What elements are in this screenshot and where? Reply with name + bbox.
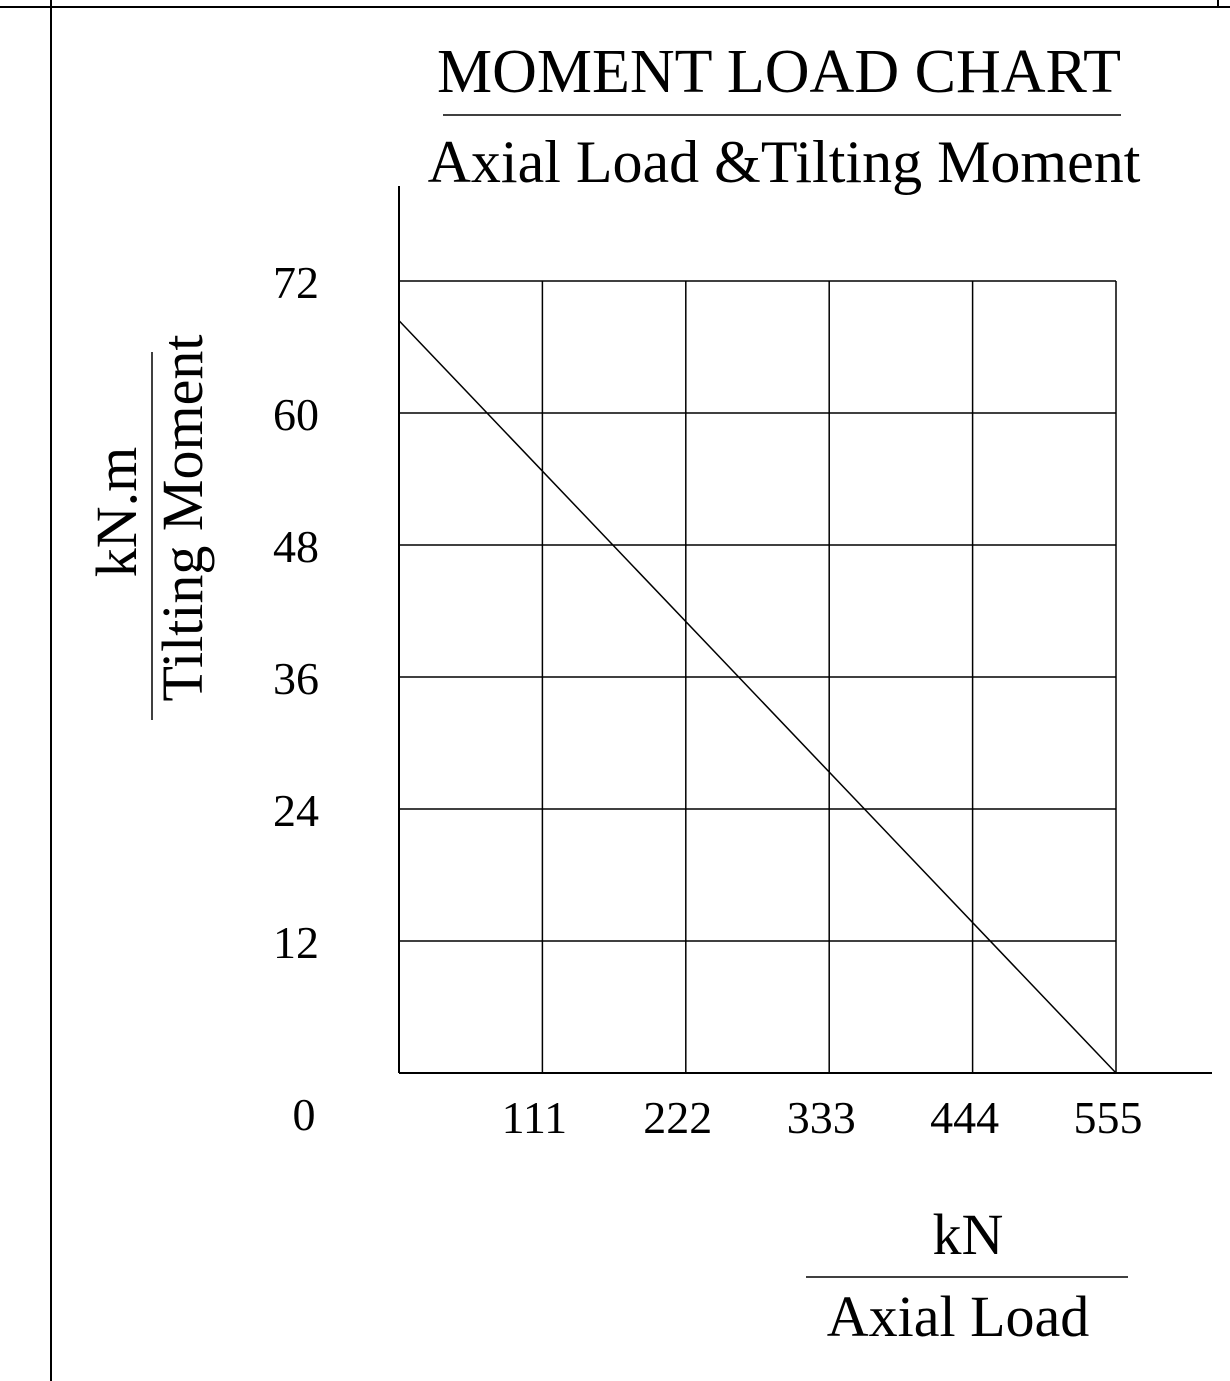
x-tick-label: 444 (930, 1092, 999, 1143)
chart-subtitle: Axial Load &Tilting Moment (428, 129, 1141, 195)
x-axis-label: kN Axial Load (806, 1202, 1128, 1349)
y-axis-label: kN.m Tilting Moment (84, 335, 215, 720)
x-tick-labels: 111 222 333 444 555 (502, 1092, 1143, 1143)
grid (399, 280, 1117, 1073)
series-group (398, 320, 1117, 1074)
x-tick-label: 555 (1074, 1092, 1143, 1143)
chart-title: MOMENT LOAD CHART (437, 38, 1121, 106)
y-tick-label: 24 (273, 785, 319, 836)
x-tick-label: 222 (643, 1092, 712, 1143)
y-tick-labels: 12 24 36 48 60 72 (273, 257, 319, 968)
x-tick-label: 333 (787, 1092, 856, 1143)
y-tick-label: 12 (273, 917, 319, 968)
y-axis-unit: kN.m (84, 447, 149, 578)
axes (398, 186, 1212, 1074)
series-line (398, 320, 1117, 1074)
x-tick-label: 111 (502, 1092, 568, 1143)
y-tick-label: 36 (273, 653, 319, 704)
y-tick-label: 72 (273, 257, 319, 308)
x-axis-name: Axial Load (827, 1284, 1090, 1349)
y-tick-label: 60 (273, 389, 319, 440)
x-axis-unit: kN (933, 1202, 1004, 1267)
y-axis-name: Tilting Moment (150, 335, 215, 702)
y-tick-label: 48 (273, 521, 319, 572)
x-origin-label: 0 (293, 1089, 316, 1140)
